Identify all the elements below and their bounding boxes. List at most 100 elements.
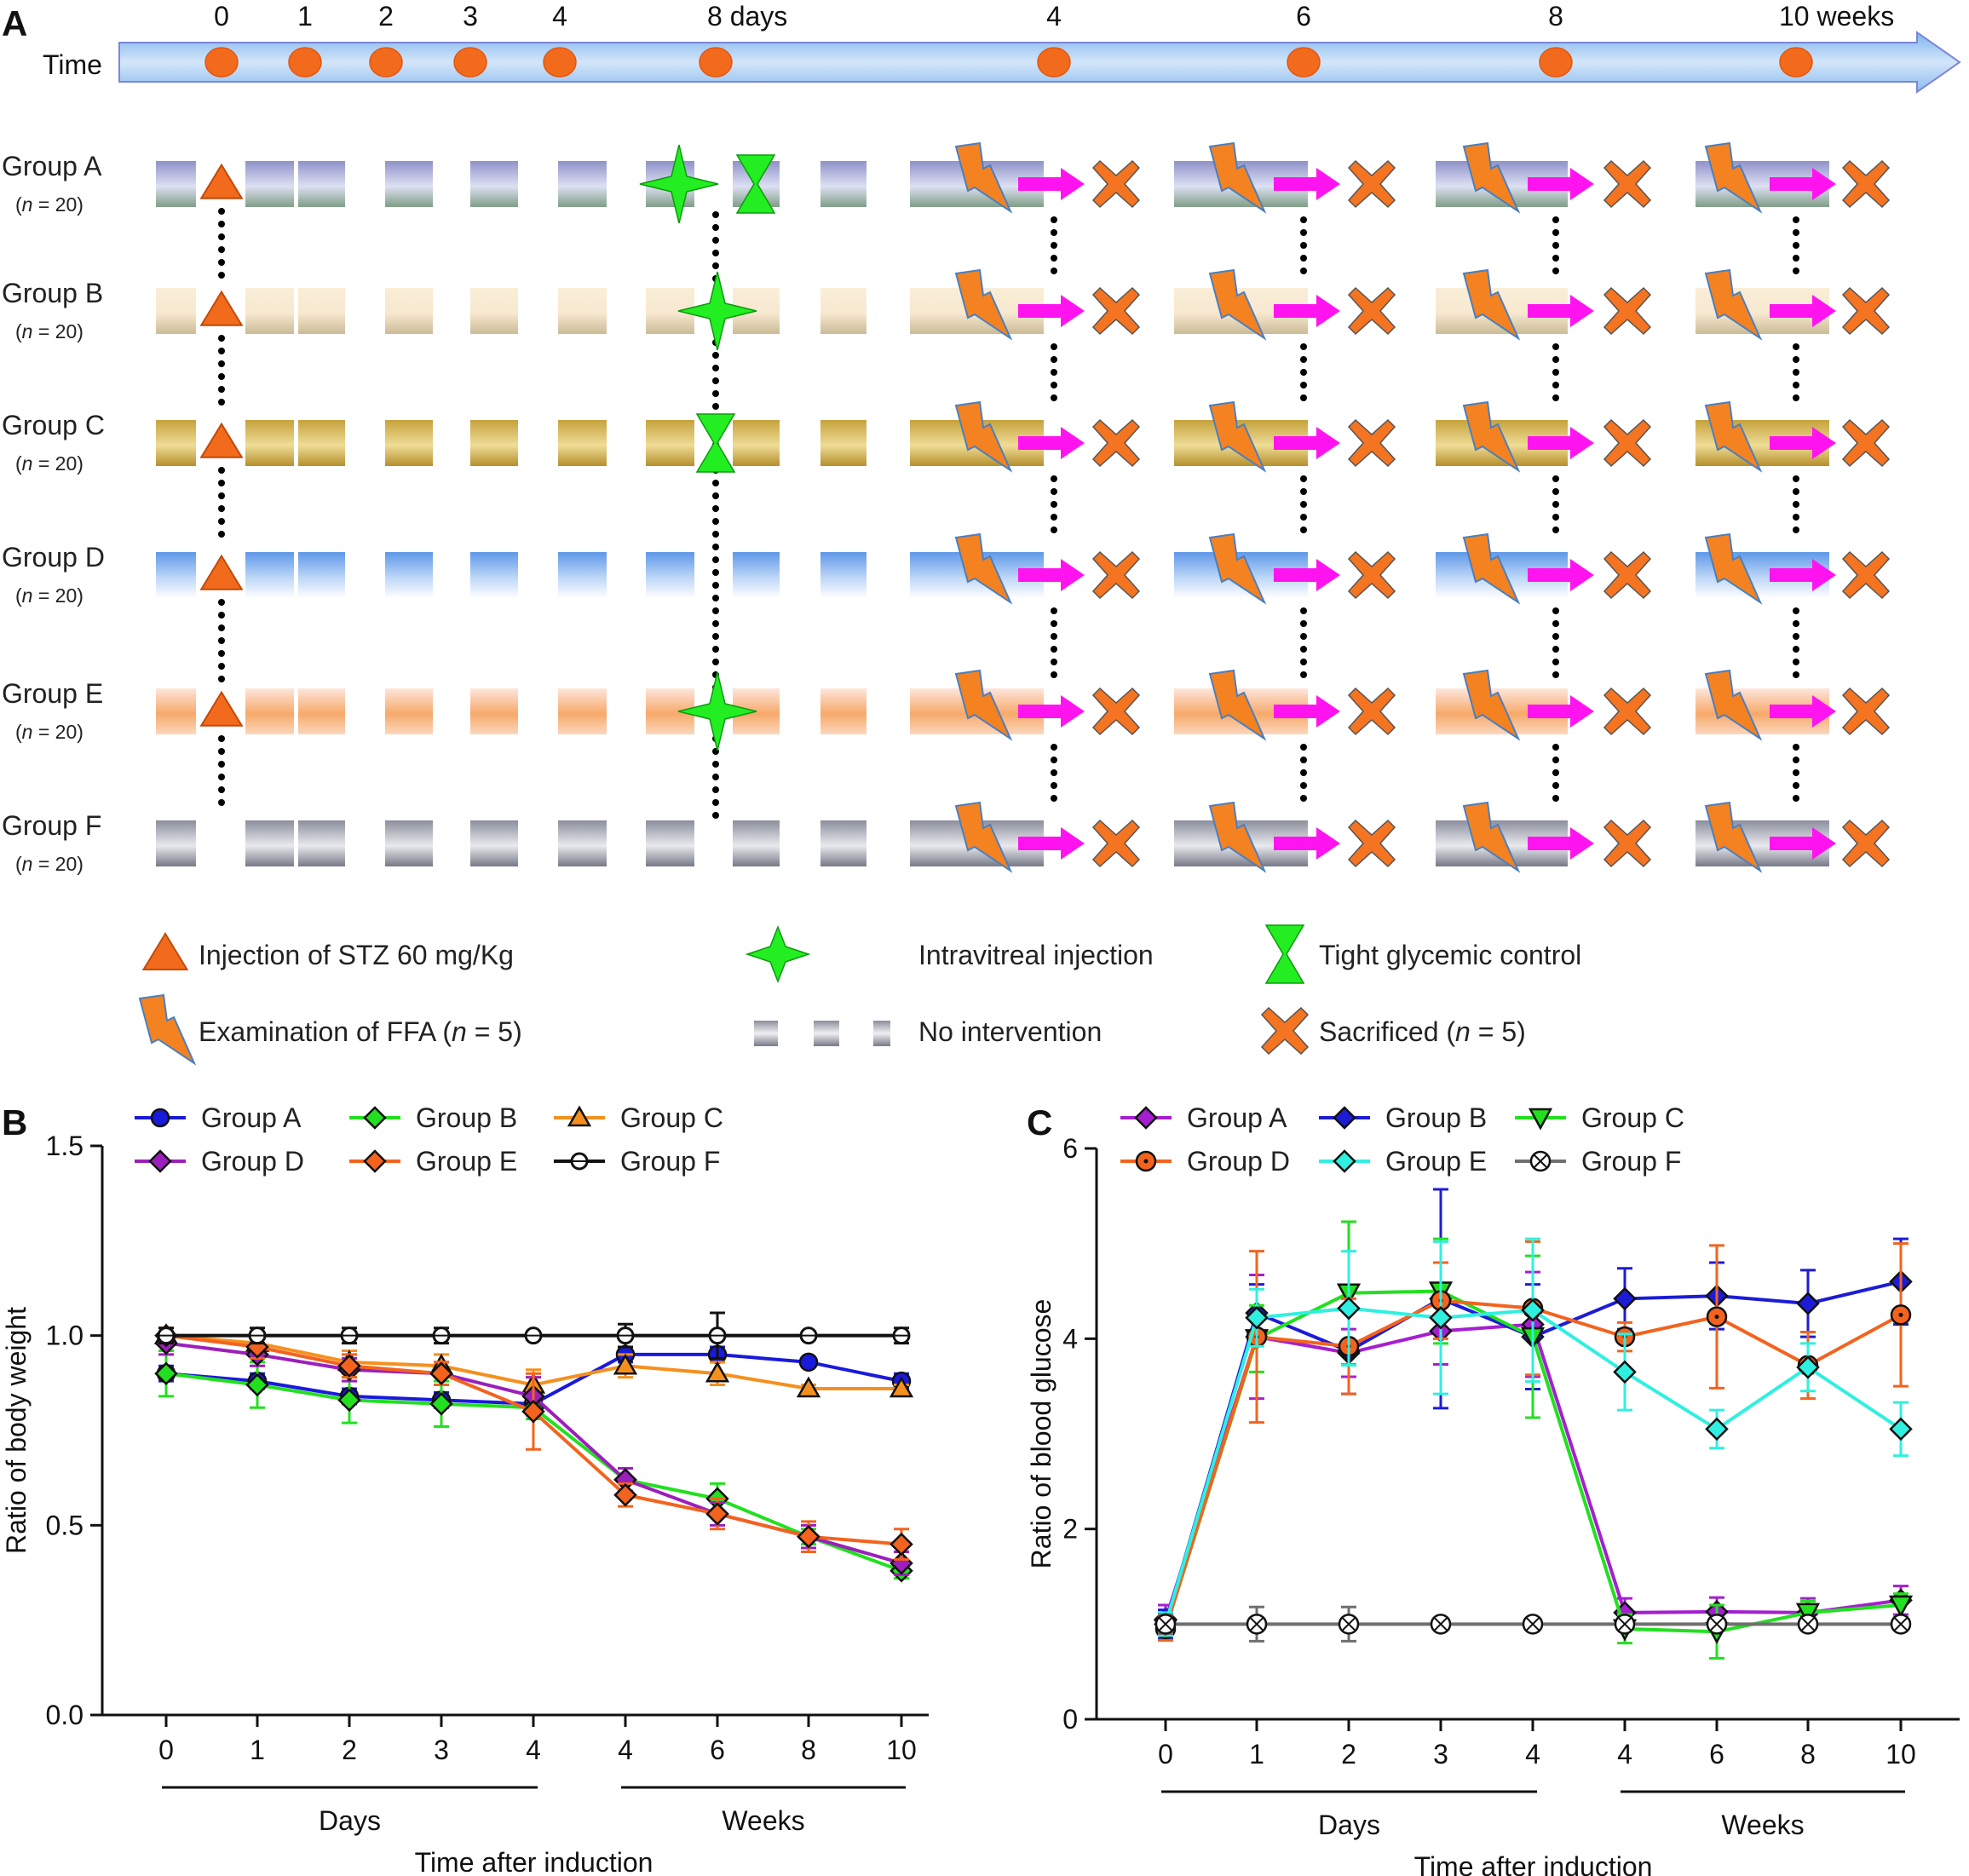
legend-stz-label: Injection of STZ 60 mg/Kg bbox=[199, 940, 514, 970]
row-segment bbox=[156, 420, 196, 466]
data-point bbox=[799, 1326, 818, 1345]
row-segment bbox=[298, 161, 345, 207]
x-tick-label: 8 bbox=[801, 1735, 816, 1765]
legend-item: Group B bbox=[349, 1102, 517, 1133]
connector-dot bbox=[1300, 343, 1307, 350]
connector-dot bbox=[1051, 229, 1057, 236]
sacrificed-icon bbox=[1603, 418, 1652, 468]
data-point-x bbox=[1250, 1617, 1264, 1631]
connector-dot bbox=[712, 786, 719, 793]
ffa-examination-icon bbox=[954, 268, 1013, 341]
data-point bbox=[429, 1361, 453, 1385]
data-point-circle bbox=[798, 1352, 819, 1372]
connector-dot bbox=[1552, 527, 1559, 533]
ffa-examination-icon bbox=[1208, 669, 1267, 741]
time-tick-label: 1 bbox=[297, 1, 313, 32]
progression-arrow-icon bbox=[1528, 559, 1594, 591]
connector-dot bbox=[1793, 242, 1799, 249]
legend-item: Group E bbox=[349, 1146, 517, 1177]
ffa-examination-icon bbox=[1462, 268, 1521, 341]
connector-dot bbox=[1793, 646, 1799, 653]
data-point bbox=[1528, 1108, 1553, 1131]
data-point bbox=[1134, 1106, 1158, 1130]
connector-dot bbox=[1793, 394, 1799, 401]
row-segment bbox=[470, 420, 518, 466]
row-segment bbox=[558, 420, 607, 466]
connector-dot bbox=[1552, 607, 1559, 614]
sacrificed-icon bbox=[1347, 550, 1396, 600]
row-segment bbox=[245, 688, 294, 734]
row-segment bbox=[558, 688, 607, 734]
connector-dot bbox=[712, 812, 719, 819]
data-point bbox=[432, 1326, 451, 1345]
ffa-examination-icon bbox=[1208, 141, 1267, 214]
connector-dot bbox=[1552, 394, 1559, 401]
data-point-triangle bbox=[1528, 1108, 1553, 1131]
days-label: Days bbox=[1318, 1810, 1380, 1840]
legend-label: Group A bbox=[1187, 1102, 1287, 1133]
sacrificed-icon bbox=[1091, 418, 1141, 468]
connector-dot bbox=[218, 612, 225, 619]
y-tick-label: 2 bbox=[1062, 1514, 1078, 1545]
connector-dot bbox=[712, 365, 719, 371]
connector-dot bbox=[218, 492, 225, 499]
connector-dot bbox=[1552, 242, 1559, 249]
data-point-triangle bbox=[1888, 1595, 1914, 1618]
data-point bbox=[616, 1326, 635, 1345]
group-n-label: (n = 20) bbox=[15, 853, 83, 875]
data-point bbox=[567, 1105, 592, 1127]
group-n-label: (n = 20) bbox=[15, 721, 83, 743]
data-point-x bbox=[1534, 1154, 1547, 1168]
data-point bbox=[337, 1354, 361, 1378]
connector-dot bbox=[1552, 795, 1559, 802]
legend-sac-label: Sacrificed (n = 5) bbox=[1319, 1016, 1526, 1047]
connector-dot bbox=[712, 505, 719, 512]
connector-dot bbox=[218, 786, 225, 793]
connector-dot bbox=[1300, 488, 1307, 495]
connector-dot bbox=[1552, 255, 1559, 262]
data-point bbox=[1797, 1614, 1819, 1635]
chart-legend: Group A Group B Group C Group D Group E Group… bbox=[135, 1102, 723, 1177]
row-segment bbox=[820, 820, 866, 866]
connector-dot bbox=[1300, 382, 1307, 388]
data-point bbox=[1333, 1106, 1356, 1130]
ffa-examination-icon bbox=[1208, 532, 1267, 605]
weeks-label: Weeks bbox=[1721, 1810, 1804, 1840]
legend-no-intervention-swatch bbox=[814, 1021, 839, 1046]
connector-dot bbox=[1552, 268, 1559, 274]
row-segment bbox=[470, 161, 518, 207]
panel-a-letter: A bbox=[2, 3, 27, 43]
ffa-examination-icon bbox=[138, 993, 197, 1066]
connector-dot bbox=[712, 646, 719, 653]
connector-dot bbox=[712, 761, 719, 768]
connector-dot bbox=[218, 735, 225, 742]
connector-dot bbox=[1051, 757, 1057, 763]
stz-injection-icon bbox=[199, 690, 244, 727]
x-tick-label: 1 bbox=[1249, 1739, 1264, 1770]
row-segment bbox=[385, 161, 433, 207]
data-point-diamond bbox=[245, 1372, 269, 1397]
connector-dot bbox=[218, 518, 225, 525]
connector-dot bbox=[1552, 646, 1559, 653]
connector-dot bbox=[1051, 769, 1057, 776]
connector-dot bbox=[1300, 216, 1307, 223]
time-dot bbox=[453, 47, 487, 78]
connector-dot bbox=[712, 518, 719, 525]
progression-arrow-icon bbox=[1018, 295, 1085, 327]
connector-dot bbox=[712, 607, 719, 614]
sacrificed-icon bbox=[1603, 819, 1652, 868]
legend-label: Group A bbox=[201, 1102, 302, 1133]
stz-injection-icon bbox=[199, 290, 244, 326]
row-segment bbox=[156, 161, 196, 207]
time-dot bbox=[204, 47, 239, 78]
legend-label: Group D bbox=[201, 1146, 304, 1177]
data-point bbox=[1889, 1417, 1913, 1442]
legend-no-intervention-swatch bbox=[873, 1021, 890, 1046]
connector-dot bbox=[712, 633, 719, 640]
data-point-diamond bbox=[363, 1106, 387, 1130]
data-point-x bbox=[1618, 1617, 1632, 1631]
connector-dot bbox=[218, 480, 225, 486]
data-point-diamond bbox=[890, 1532, 913, 1557]
legend-label: Group B bbox=[416, 1102, 517, 1133]
data-point-x bbox=[1710, 1617, 1724, 1631]
